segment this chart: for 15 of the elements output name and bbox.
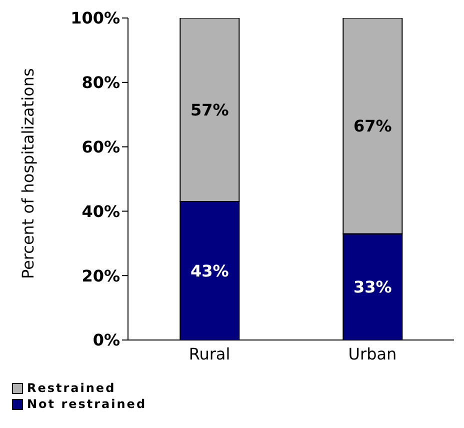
y-tick-label: 60% [82,137,120,156]
y-tick-label: 40% [82,202,120,221]
y-axis-title: Percent of hospitalizations [18,68,38,279]
legend-label: Not restrained [27,397,147,411]
data-label: 33% [354,277,392,296]
x-tick-label: Urban [348,344,397,364]
data-label: 67% [354,116,392,136]
data-label: 43% [190,261,229,280]
x-tick-label: Rural [188,344,230,364]
y-tick-label: 80% [82,73,120,92]
y-tick-label: 100% [70,8,120,28]
y-tick-label: 0% [92,330,120,350]
data-label: 57% [190,100,229,120]
y-tick-label: 20% [82,266,120,286]
legend-label: Restrained [27,381,116,395]
